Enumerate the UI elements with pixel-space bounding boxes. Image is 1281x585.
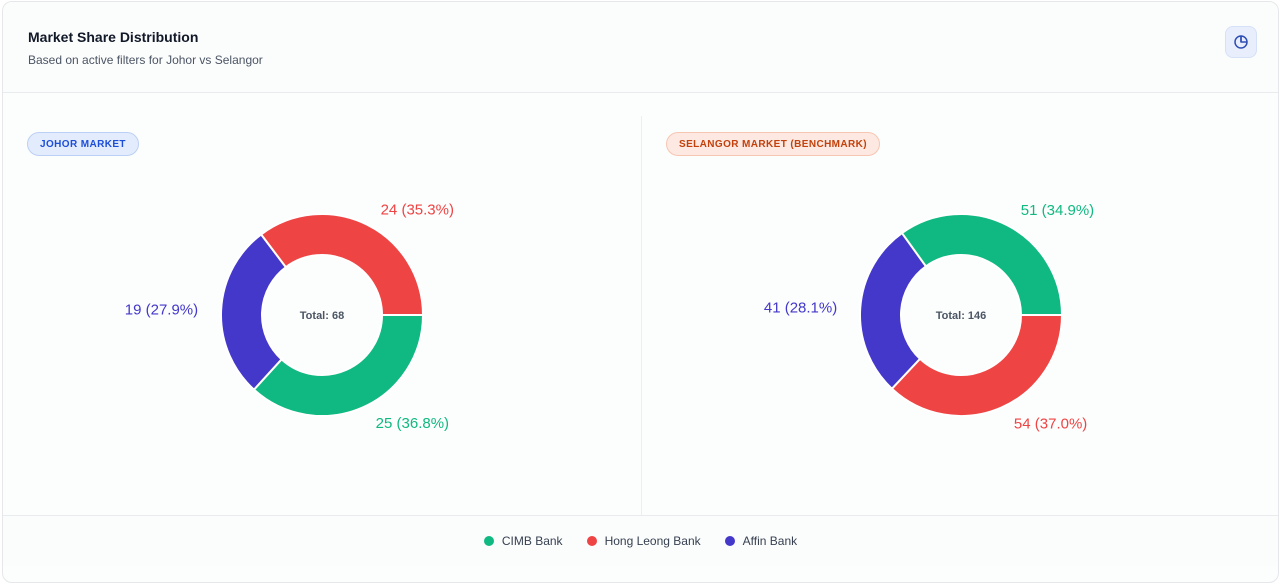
card-header: Market Share Distribution Based on activ… bbox=[3, 2, 1278, 93]
legend-item-cimb[interactable]: CIMB Bank bbox=[483, 534, 563, 548]
slice-label-hong-leong-bank: 54 (37.0%) bbox=[1014, 415, 1087, 432]
chart-type-button[interactable] bbox=[1225, 26, 1257, 58]
legend-label-affin: Affin Bank bbox=[742, 534, 798, 548]
chart-legend: CIMB Bank Hong Leong Bank Affin Bank bbox=[3, 516, 1278, 566]
legend-item-affin[interactable]: Affin Bank bbox=[724, 534, 798, 548]
donut-total-label: Total: 68 bbox=[300, 310, 344, 322]
pie-chart-icon bbox=[1234, 35, 1248, 49]
legend-label-cimb: CIMB Bank bbox=[501, 534, 563, 548]
donut-slice-cimb-bank[interactable] bbox=[252, 314, 425, 417]
legend-dot-affin bbox=[724, 536, 735, 546]
slice-label-affin-bank: 19 (27.9%) bbox=[125, 302, 198, 319]
donut-slice-hong-leong-bank[interactable] bbox=[890, 314, 1064, 417]
slice-label-affin-bank: 41 (28.1%) bbox=[764, 299, 837, 316]
slice-label-cimb-bank: 25 (36.8%) bbox=[376, 415, 449, 432]
legend-item-hong-leong[interactable]: Hong Leong Bank bbox=[586, 534, 701, 548]
legend-dot-hong-leong bbox=[586, 536, 597, 546]
johor-market-badge: JOHOR MARKET bbox=[27, 132, 139, 156]
legend-bar: CIMB Bank Hong Leong Bank Affin Bank bbox=[3, 515, 1278, 566]
page-title: Market Share Distribution bbox=[28, 29, 199, 45]
selangor-market-badge: SELANGOR MARKET (BENCHMARK) bbox=[666, 132, 881, 156]
slice-label-hong-leong-bank: 24 (35.3%) bbox=[381, 201, 454, 218]
selangor-donut-chart: 54 (37.0%) 41 (28.1%) 51 (34.9%) Total: 146 bbox=[764, 202, 1094, 432]
donut-total-label: Total: 146 bbox=[936, 310, 987, 322]
johor-donut-chart: 25 (36.8%) 19 (27.9%) 24 (35.3%) Total: 68 bbox=[125, 201, 454, 432]
donut-slice-affin-bank[interactable] bbox=[859, 231, 928, 391]
legend-label-hong-leong: Hong Leong Bank bbox=[604, 534, 701, 548]
panel-divider bbox=[641, 116, 642, 516]
donut-slice-hong-leong-bank[interactable] bbox=[259, 213, 425, 316]
legend-dot-cimb bbox=[483, 536, 494, 546]
page-subtitle: Based on active filters for Johor vs Sel… bbox=[28, 53, 263, 67]
donut-charts: 25 (36.8%)19 (27.9%)24 (35.3%)Total: 68 … bbox=[125, 201, 1094, 432]
slice-label-cimb-bank: 51 (34.9%) bbox=[1021, 202, 1094, 219]
donut-slice-cimb-bank[interactable] bbox=[900, 213, 1064, 316]
donut-slice-affin-bank[interactable] bbox=[220, 232, 288, 392]
